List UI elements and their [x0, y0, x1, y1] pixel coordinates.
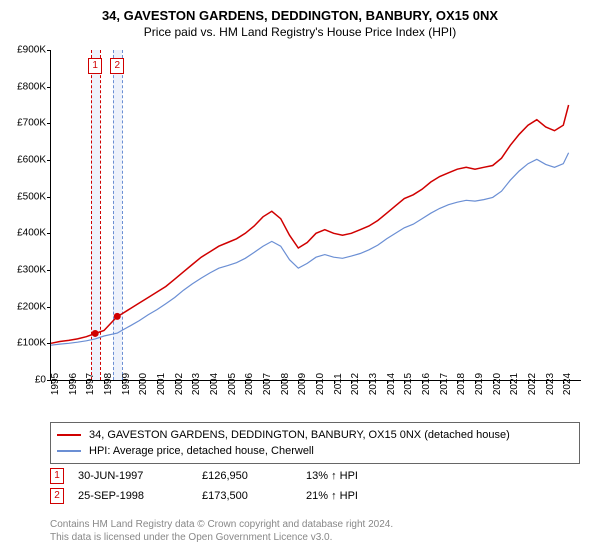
- x-tick-label: 2022: [527, 373, 538, 395]
- x-tick-label: 1998: [103, 373, 114, 395]
- sale-marker-2: 2: [50, 488, 64, 504]
- chart-title: 34, GAVESTON GARDENS, DEDDINGTON, BANBUR…: [0, 0, 600, 39]
- x-tick-label: 2013: [368, 373, 379, 395]
- x-tick-label: 1995: [50, 373, 61, 395]
- x-tick-label: 2006: [244, 373, 255, 395]
- y-tick-label: £600K: [6, 155, 46, 166]
- sale-hpi-2: 21% ↑ HPI: [306, 490, 386, 502]
- chart-marker-box: 2: [110, 58, 124, 74]
- x-tick-label: 2024: [562, 373, 573, 395]
- y-tick-label: £700K: [6, 118, 46, 129]
- x-tick-label: 2014: [386, 373, 397, 395]
- y-tick-label: £300K: [6, 265, 46, 276]
- legend-label-hpi: HPI: Average price, detached house, Cher…: [89, 445, 314, 457]
- x-tick-label: 2023: [545, 373, 556, 395]
- x-tick-label: 2021: [509, 373, 520, 395]
- series-hpi: [51, 153, 569, 346]
- sale-row-2: 2 25-SEP-1998 £173,500 21% ↑ HPI: [50, 486, 580, 506]
- x-tick-label: 2010: [315, 373, 326, 395]
- attribution: Contains HM Land Registry data © Crown c…: [50, 518, 580, 544]
- x-tick-label: 2002: [174, 373, 185, 395]
- y-tick-label: £900K: [6, 45, 46, 56]
- sale-point: [114, 313, 121, 320]
- sale-marker-1: 1: [50, 468, 64, 484]
- legend-swatch-hpi: [57, 450, 81, 452]
- sale-date-1: 30-JUN-1997: [78, 470, 188, 482]
- x-tick-label: 1999: [121, 373, 132, 395]
- x-tick-label: 2000: [138, 373, 149, 395]
- title-line-2: Price paid vs. HM Land Registry's House …: [0, 25, 600, 39]
- y-tick-label: £400K: [6, 228, 46, 239]
- x-tick-label: 2011: [333, 373, 344, 395]
- x-tick-label: 2012: [350, 373, 361, 395]
- legend-item-hpi: HPI: Average price, detached house, Cher…: [57, 443, 573, 459]
- y-tick-label: £100K: [6, 338, 46, 349]
- sale-hpi-1: 13% ↑ HPI: [306, 470, 386, 482]
- x-tick-label: 2003: [191, 373, 202, 395]
- x-tick-label: 2015: [403, 373, 414, 395]
- legend-item-property: 34, GAVESTON GARDENS, DEDDINGTON, BANBUR…: [57, 427, 573, 443]
- x-tick-label: 2007: [262, 373, 273, 395]
- sale-price-1: £126,950: [202, 470, 292, 482]
- sale-price-2: £173,500: [202, 490, 292, 502]
- sale-row-1: 1 30-JUN-1997 £126,950 13% ↑ HPI: [50, 466, 580, 486]
- sale-date-2: 25-SEP-1998: [78, 490, 188, 502]
- title-line-1: 34, GAVESTON GARDENS, DEDDINGTON, BANBUR…: [0, 8, 600, 23]
- sales-table: 1 30-JUN-1997 £126,950 13% ↑ HPI 2 25-SE…: [50, 466, 580, 506]
- legend-swatch-property: [57, 434, 81, 436]
- x-tick-label: 2019: [474, 373, 485, 395]
- x-tick-label: 2005: [227, 373, 238, 395]
- chart-marker-box: 1: [88, 58, 102, 74]
- x-tick-label: 1997: [85, 373, 96, 395]
- x-tick-label: 1996: [68, 373, 79, 395]
- y-tick-label: £200K: [6, 301, 46, 312]
- series-property: [51, 105, 569, 343]
- legend-label-property: 34, GAVESTON GARDENS, DEDDINGTON, BANBUR…: [89, 429, 510, 441]
- attribution-line-1: Contains HM Land Registry data © Crown c…: [50, 518, 580, 531]
- x-tick-label: 2016: [421, 373, 432, 395]
- plot-region: 12: [50, 50, 581, 381]
- sale-point: [92, 330, 99, 337]
- attribution-line-2: This data is licensed under the Open Gov…: [50, 531, 580, 544]
- y-tick-label: £800K: [6, 81, 46, 92]
- x-tick-label: 2009: [297, 373, 308, 395]
- y-tick-label: £500K: [6, 191, 46, 202]
- x-tick-label: 2004: [209, 373, 220, 395]
- chart-area: 12 £0£100K£200K£300K£400K£500K£600K£700K…: [50, 50, 580, 380]
- x-tick-label: 2001: [156, 373, 167, 395]
- x-tick-label: 2017: [439, 373, 450, 395]
- x-tick-label: 2020: [492, 373, 503, 395]
- y-tick-label: £0: [6, 375, 46, 386]
- legend: 34, GAVESTON GARDENS, DEDDINGTON, BANBUR…: [50, 422, 580, 464]
- x-tick-label: 2018: [456, 373, 467, 395]
- x-tick-label: 2008: [280, 373, 291, 395]
